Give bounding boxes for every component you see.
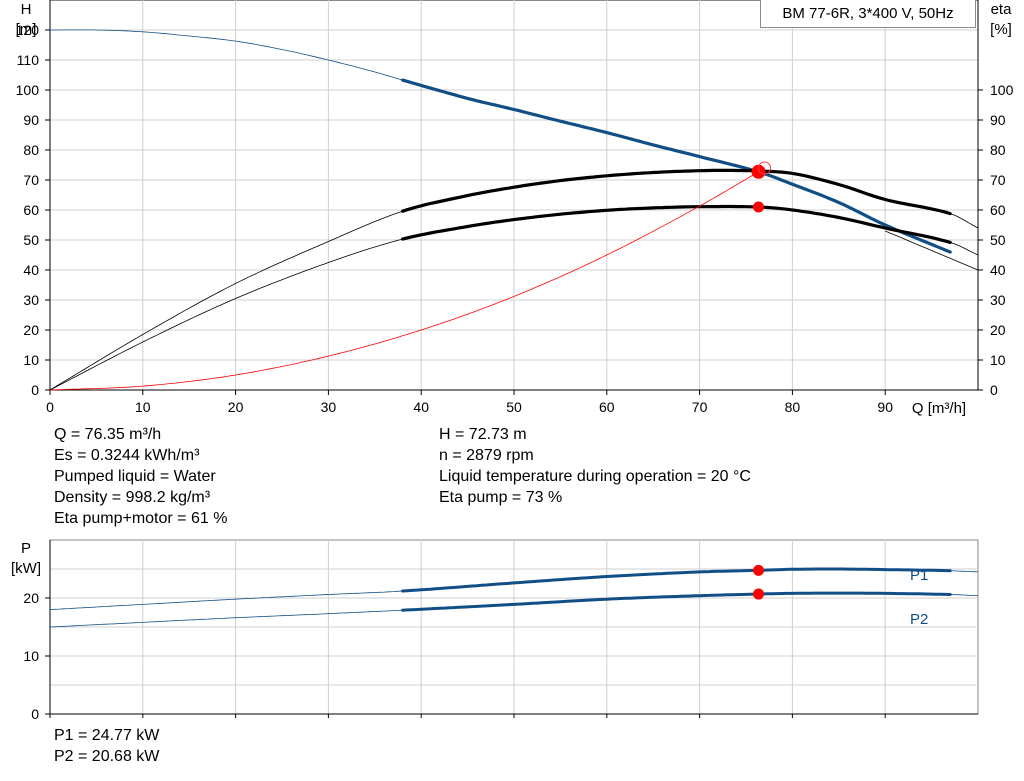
x-axis-label: Q [m³/h] [912,400,966,417]
curve-head-operating [401,78,952,254]
x-tick-label: 0 [46,399,54,415]
curve-system_curve [49,167,765,391]
y-tick-label-right: 50 [990,232,1006,248]
y-tick-label-left: 0 [31,382,39,398]
operating-point [753,201,765,213]
x-tick-label: 50 [506,399,522,415]
info-temperature: Liquid temperature during operation = 20… [439,468,751,485]
curve-eta_pump_motor-operating [401,204,952,244]
info-eta-pump: Eta pump = 73 % [439,489,563,506]
info-p2: P2 = 20.68 kW [54,748,160,765]
operating-point-power [753,588,765,600]
info-flow: Q = 76.35 m³/h [54,426,162,443]
y-tick-label-right: 90 [990,112,1006,128]
y-tick-label-left: 30 [23,292,39,308]
y-tick-label-lower: 10 [23,648,39,664]
curve-eta_pump-operating [401,168,952,216]
series-label-p1: P1 [910,567,928,584]
y-tick-label-left: 100 [16,82,40,98]
info-energy: Es = 0.3244 kWh/m³ [54,447,200,464]
x-tick-label: 30 [321,399,337,415]
y-tick-label-left: 40 [23,262,39,278]
info-liquid: Pumped liquid = Water [54,468,216,485]
y-tick-label-right: 70 [990,172,1006,188]
series-label-p2: P2 [910,611,928,628]
y-tick-label-left: 80 [23,142,39,158]
curve-p1-operating [401,567,952,593]
y-tick-label-right: 20 [990,322,1006,338]
y-tick-label-right: 10 [990,352,1006,368]
y-tick-label-left: 20 [23,322,39,338]
info-density: Density = 998.2 kg/m³ [54,489,211,506]
x-tick-label: 40 [413,399,429,415]
y-tick-label-lower: 20 [23,590,39,606]
y-axis-unit-power: [kW] [11,560,41,577]
x-tick-label: 10 [135,399,151,415]
info-eta-pump-motor: Eta pump+motor = 61 % [54,510,228,527]
x-tick-label: 20 [228,399,244,415]
x-tick-label: 80 [785,399,801,415]
x-tick-label: 70 [692,399,708,415]
info-head: H = 72.73 m [439,426,527,443]
y-axis-label-left: H [21,1,32,18]
operating-point-power [753,564,765,576]
y-tick-label-right: 40 [990,262,1006,278]
curve-extra_curve [885,230,979,271]
y-tick-label-right: 30 [990,292,1006,308]
y-axis-unit-right: [%] [990,21,1012,38]
y-tick-label-right: 100 [990,82,1014,98]
model-title: BM 77-6R, 3*400 V, 50Hz [760,0,976,28]
y-tick-label-left: 50 [23,232,39,248]
y-tick-label-right: 0 [990,382,998,398]
info-p1: P1 = 24.77 kW [54,727,160,744]
y-tick-label-left: 110 [17,52,40,68]
y-tick-label-left: 90 [23,112,39,128]
y-tick-label-left: 70 [23,172,39,188]
operating-point [751,164,766,179]
y-axis-unit-left: [m] [16,21,37,38]
y-tick-label-right: 80 [990,142,1006,158]
y-tick-label-left: 120 [16,22,40,38]
x-tick-label: 60 [599,399,615,415]
info-right-block: H = 72.73 m n = 2879 rpm Liquid temperat… [439,424,751,508]
y-axis-label-right: eta [991,1,1013,18]
y-tick-label-right: 60 [990,202,1006,218]
curve-p2-operating [401,591,952,612]
info-left-block: Q = 76.35 m³/h Es = 0.3244 kWh/m³ Pumped… [54,424,227,529]
y-tick-label-left: 10 [23,352,39,368]
curve-head [50,29,951,253]
y-axis-label-power: P [21,540,31,557]
y-tick-label-lower: 0 [31,706,39,722]
y-tick-label-left: 60 [23,202,39,218]
operating-point-marker-ring [758,161,772,175]
info-power-block: P1 = 24.77 kW P2 = 20.68 kW [54,725,159,767]
x-tick-label: 90 [877,399,893,415]
info-speed: n = 2879 rpm [439,447,534,464]
